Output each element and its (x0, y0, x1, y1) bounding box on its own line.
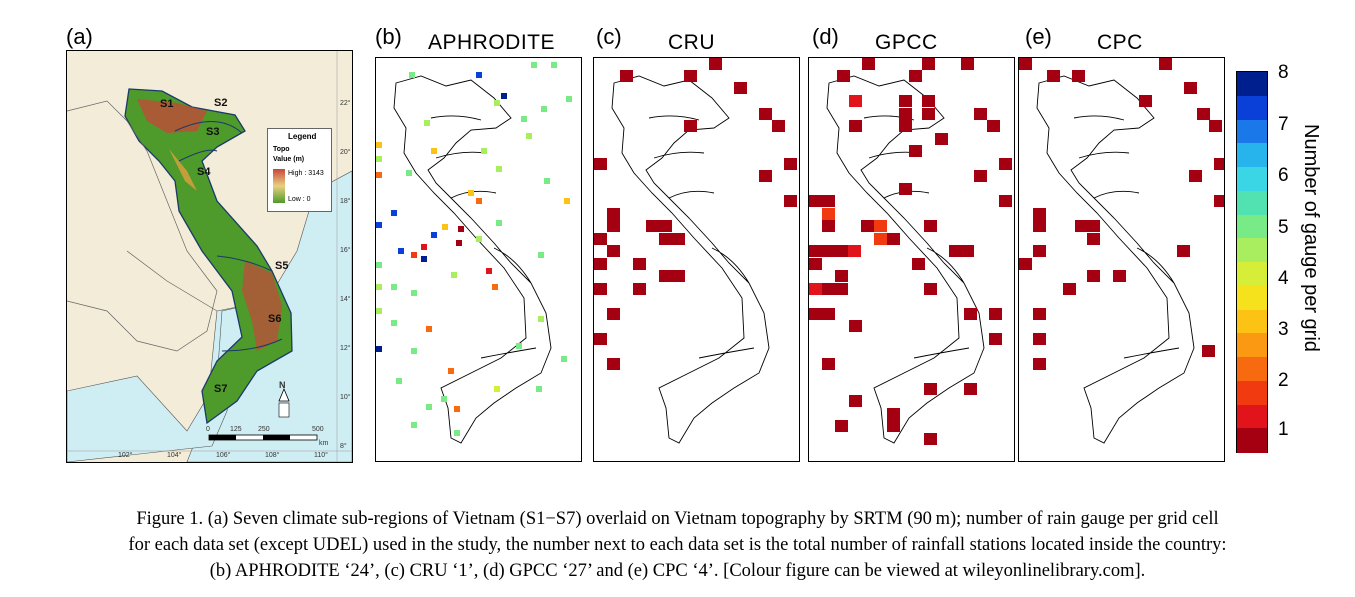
region-label-s4: S4 (197, 166, 211, 178)
cpc-map-svg (1019, 58, 1224, 444)
map-legend: Legend Topo Value (m) High : 3143 Low : … (267, 128, 332, 212)
panel-label-a: (a) (66, 24, 93, 49)
lat-tick-22: 22° (340, 100, 351, 107)
gpcc-gauge-map (808, 57, 1015, 462)
colorbar-swatch (1237, 238, 1267, 263)
scale-label-km: km (319, 440, 329, 447)
figure-caption: Figure 1. (a) Seven climate sub-regions … (20, 506, 1335, 584)
colorbar-tick-5: 5 (1278, 217, 1289, 238)
colorbar-tick-8: 8 (1278, 62, 1289, 83)
lon-tick-108: 108° (265, 452, 280, 459)
legend-low: Low : 0 (288, 196, 311, 203)
cpc-grid-cells (1019, 58, 1224, 370)
panel-label-e: (e) (1025, 24, 1052, 49)
lat-tick-10: 10° (340, 394, 351, 401)
colorbar-tick-1: 1 (1278, 419, 1289, 440)
panel-title-e: CPC (1097, 31, 1143, 54)
scale-label-250: 250 (258, 426, 270, 433)
lat-tick-12: 12° (340, 345, 351, 352)
scale-bar (208, 434, 318, 441)
panel-label-d: (d) (812, 24, 839, 49)
north-arrow (278, 387, 290, 418)
scale-label-500: 500 (312, 426, 324, 433)
legend-value: Value (m) (273, 156, 305, 163)
lon-tick-102: 102° (118, 452, 133, 459)
lon-tick-110: 110° (314, 452, 328, 459)
region-label-s3: S3 (206, 126, 220, 138)
panel-label-c: (c) (596, 24, 622, 49)
legend-high: High : 3143 (288, 170, 324, 177)
colorbar-swatch (1237, 404, 1267, 429)
caption-line-3: (b) APHRODITE ‘24’, (c) CRU ‘1’, (d) GPC… (209, 561, 1146, 581)
colorbar (1236, 71, 1268, 453)
panel-title-b: APHRODITE (428, 31, 556, 54)
colorbar-label: Number of gauge per grid (1300, 124, 1322, 352)
colorbar-swatch (1237, 119, 1267, 144)
scale-label-0: 0 (206, 426, 210, 433)
lat-tick-14: 14° (340, 296, 351, 303)
region-label-s7: S7 (214, 383, 228, 395)
topography-map (67, 51, 352, 462)
colorbar-swatch (1237, 262, 1267, 287)
panel-label-b: (b) (375, 24, 402, 49)
colorbar-tick-4: 4 (1278, 268, 1289, 289)
colorbar-tick-7: 7 (1278, 114, 1289, 135)
colorbar-swatch (1237, 380, 1267, 405)
lon-tick-104: 104° (167, 452, 182, 459)
lat-tick-20: 20° (340, 149, 351, 156)
legend-gradient (273, 169, 285, 203)
region-label-s1: S1 (160, 98, 174, 110)
colorbar-swatch (1237, 285, 1267, 310)
panel-title-c: CRU (668, 31, 715, 54)
north-label: N (279, 380, 286, 390)
region-label-s6: S6 (268, 313, 282, 325)
vietnam-outline (1036, 75, 1195, 444)
caption-line-2: for each data set (except UDEL) used in … (128, 535, 1227, 555)
vietnam-outline (611, 75, 770, 444)
cru-gauge-map (593, 57, 800, 462)
lat-tick-18: 18° (340, 198, 351, 205)
cru-grid-cells (594, 58, 797, 370)
colorbar-swatch (1237, 333, 1267, 358)
colorbar-swatch (1237, 214, 1267, 239)
caption-line-1: Figure 1. (a) Seven climate sub-regions … (136, 509, 1219, 529)
aphrodite-map-svg (376, 62, 572, 444)
region-label-s2: S2 (214, 97, 228, 109)
colorbar-tick-2: 2 (1278, 370, 1289, 391)
cpc-gauge-map (1018, 57, 1225, 462)
colorbar-swatch (1237, 143, 1267, 168)
colorbar-swatch (1237, 190, 1267, 215)
panel-title-d: GPCC (875, 31, 938, 54)
scale-label-125: 125 (230, 426, 242, 433)
vietnam-outline (393, 75, 552, 444)
colorbar-swatch (1237, 72, 1267, 97)
lon-tick-106: 106° (216, 452, 231, 459)
aphrodite-grid-cells (376, 62, 572, 436)
region-label-s5: S5 (275, 260, 289, 272)
lat-tick-16: 16° (340, 247, 351, 254)
topography-map-panel (66, 50, 353, 463)
lat-tick-8: 8° (340, 443, 347, 450)
colorbar-swatch (1237, 167, 1267, 192)
aphrodite-gauge-map (375, 57, 582, 462)
gpcc-map-svg (809, 58, 1012, 445)
colorbar-tick-6: 6 (1278, 165, 1289, 186)
legend-title: Legend (288, 132, 317, 141)
colorbar-tick-3: 3 (1278, 319, 1289, 340)
gpcc-grid-cells (809, 58, 1012, 445)
colorbar-swatch (1237, 95, 1267, 120)
colorbar-swatch (1237, 309, 1267, 334)
cru-map-svg (594, 58, 797, 444)
colorbar-swatch (1237, 357, 1267, 382)
legend-topo: Topo (273, 146, 290, 153)
colorbar-swatch (1237, 428, 1267, 453)
